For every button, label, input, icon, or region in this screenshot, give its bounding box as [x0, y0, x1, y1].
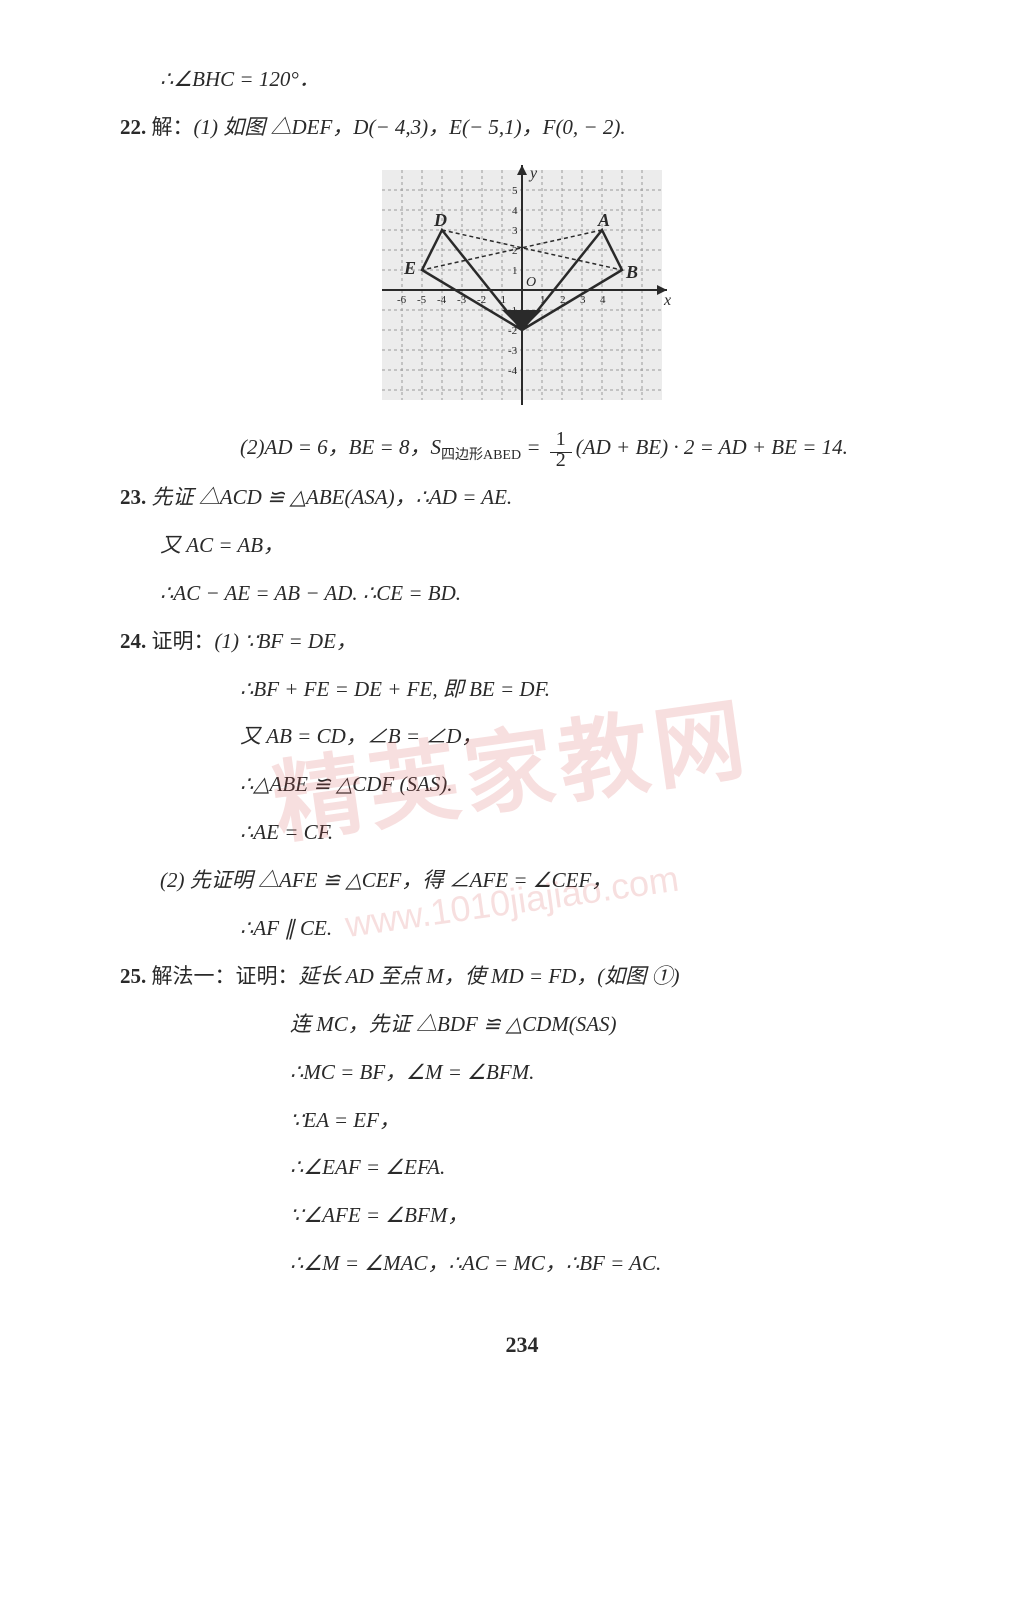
p24-l7: ∴AF ∥ CE.	[120, 909, 924, 949]
line-top: ∴∠BHC = 120°．	[120, 60, 924, 100]
p23-l2: 又 AC = AB，	[120, 526, 924, 566]
p25-num: 25.	[120, 964, 146, 988]
pt-D: D	[433, 210, 447, 230]
p24-line1: 24. 证明：(1) ∵BF = DE，	[120, 622, 924, 662]
svg-text:2: 2	[512, 245, 518, 257]
p24-num: 24.	[120, 629, 146, 653]
p22-part2-suffix: (AD + BE) · 2 = AD + BE = 14.	[576, 435, 848, 459]
coordinate-graph: x y D A E B O -6 -5 -4 -3 -2 -1 1 2 3 4 1 2 3 4 5…	[372, 160, 672, 410]
p22-part2-mid: =	[521, 435, 546, 459]
svg-text:1: 1	[512, 265, 518, 277]
svg-text:-6: -6	[397, 294, 407, 306]
p24-label: 证明：	[152, 629, 215, 653]
pt-E: E	[403, 258, 416, 278]
fraction-half: 12	[550, 428, 572, 470]
graph-container: x y D A E B O -6 -5 -4 -3 -2 -1 1 2 3 4 1 2 3 4 5…	[120, 160, 924, 410]
y-label: y	[528, 165, 538, 182]
p23-line1: 23. 先证 △ACD ≌ △ABE(ASA)，∴AD = AE.	[120, 478, 924, 518]
svg-text:3: 3	[512, 225, 518, 237]
svg-text:4: 4	[512, 205, 518, 217]
p22-line1: 22. 解：(1) 如图 △DEF，D(− 4,3)，E(− 5,1)，F(0,…	[120, 108, 924, 148]
svg-text:-1: -1	[497, 294, 506, 306]
p23-l1: 先证 △ACD ≌ △ABE(ASA)，∴AD = AE.	[152, 485, 513, 509]
svg-text:1: 1	[540, 294, 546, 306]
svg-text:-3: -3	[457, 294, 467, 306]
svg-text:-4: -4	[437, 294, 447, 306]
pt-O: O	[526, 275, 536, 290]
svg-text:-3: -3	[508, 345, 518, 357]
svg-text:2: 2	[560, 294, 566, 306]
frac-bot: 2	[556, 447, 566, 471]
svg-text:-5: -5	[417, 294, 427, 306]
p22-num: 22.	[120, 115, 146, 139]
p24-l1: (1) ∵BF = DE，	[215, 629, 357, 653]
p24-l3: 又 AB = CD，∠B = ∠D，	[120, 717, 924, 757]
p22-part2-sub: 四边形ABED	[441, 448, 521, 463]
svg-text:-4: -4	[508, 365, 518, 377]
svg-text:-2: -2	[508, 325, 517, 337]
p24-l6: (2) 先证明 △AFE ≌ △CEF，得 ∠AFE = ∠CEF，	[120, 861, 924, 901]
p25-l3: ∴MC = BF，∠M = ∠BFM.	[120, 1053, 924, 1093]
p24-l4: ∴△ABE ≌ △CDF (SAS).	[120, 765, 924, 805]
p25-l5: ∴∠EAF = ∠EFA.	[120, 1148, 924, 1188]
p25-l4: ∵EA = EF，	[120, 1101, 924, 1141]
p25-l2: 连 MC，先证 △BDF ≌ △CDM(SAS)	[120, 1005, 924, 1045]
svg-text:4: 4	[600, 294, 606, 306]
p25-l7: ∴∠M = ∠MAC，∴AC = MC，∴BF = AC.	[120, 1244, 924, 1284]
p25-line1: 25. 解法一：证明：延长 AD 至点 M，使 MD = FD，(如图 ①)	[120, 957, 924, 997]
p23-l3: ∴AC − AE = AB − AD. ∴CE = BD.	[120, 574, 924, 614]
p23-num: 23.	[120, 485, 146, 509]
p22-line2: (2)AD = 6，BE = 8，S四边形ABED = 12(AD + BE) …	[120, 428, 924, 470]
svg-text:3: 3	[580, 294, 586, 306]
svg-text:5: 5	[512, 185, 518, 197]
page-number: 234	[120, 1324, 924, 1366]
p25-l1: 延长 AD 至点 M，使 MD = FD，(如图 ①)	[299, 964, 680, 988]
p24-l5: ∴AE = CF.	[120, 813, 924, 853]
pt-B: B	[625, 262, 638, 282]
p25-label: 解法一：证明：	[152, 964, 299, 988]
x-label: x	[663, 292, 671, 309]
svg-text:-1: -1	[508, 305, 517, 317]
svg-text:-2: -2	[477, 294, 486, 306]
pt-A: A	[597, 210, 610, 230]
p24-l2: ∴BF + FE = DE + FE, 即 BE = DF.	[120, 670, 924, 710]
p22-part2-prefix: (2)AD = 6，BE = 8，S	[240, 435, 441, 459]
p22-part1: (1) 如图 △DEF，D(− 4,3)，E(− 5,1)，F(0, − 2).	[194, 115, 626, 139]
p25-l6: ∵∠AFE = ∠BFM，	[120, 1196, 924, 1236]
p22-label: 解：	[152, 115, 194, 139]
